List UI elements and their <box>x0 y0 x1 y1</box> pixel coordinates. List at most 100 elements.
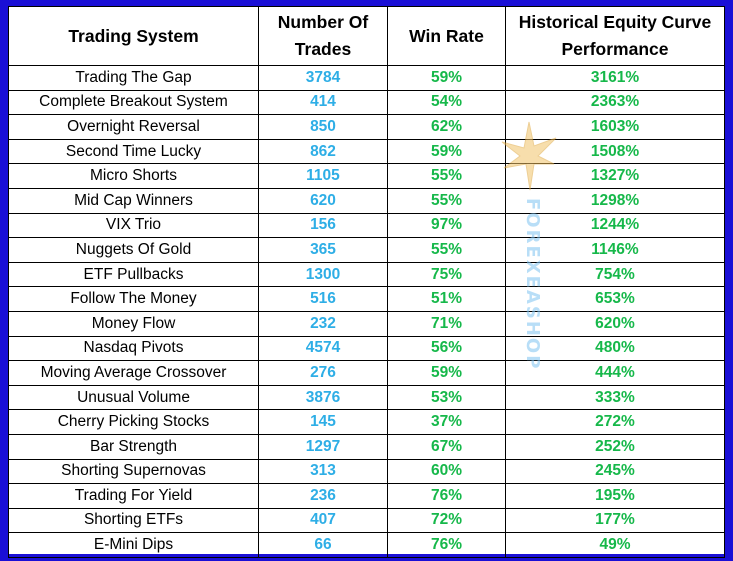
cell-trading-system: Micro Shorts <box>8 163 259 189</box>
cell-trading-system: Cherry Picking Stocks <box>8 409 259 435</box>
cell-number-of-trades: 156 <box>258 212 388 239</box>
table-frame: Trading System Number Of Trades Win Rate… <box>8 6 725 558</box>
cell-number-of-trades: 414 <box>258 89 388 116</box>
cell-equity-performance: 245% <box>505 458 725 485</box>
cell-equity-performance: 620% <box>505 310 725 337</box>
cell-trading-system: Nuggets Of Gold <box>8 237 259 263</box>
cell-equity-performance: 653% <box>505 286 725 312</box>
cell-number-of-trades: 1300 <box>258 261 388 288</box>
cell-win-rate: 71% <box>387 310 506 337</box>
cell-trading-system: Shorting ETFs <box>8 507 259 534</box>
cell-equity-performance: 1327% <box>505 163 725 189</box>
table-row: Unusual Volume 3876 53% 333% <box>8 384 725 411</box>
table-row: Money Flow 232 71% 620% <box>8 310 725 337</box>
table-row: Shorting Supernovas 313 60% 245% <box>8 458 725 485</box>
cell-number-of-trades: 1297 <box>258 433 388 460</box>
cell-trading-system: Complete Breakout System <box>8 89 259 116</box>
cell-win-rate: 55% <box>387 187 506 214</box>
cell-trading-system: Follow The Money <box>8 286 259 312</box>
cell-number-of-trades: 3876 <box>258 384 388 411</box>
cell-number-of-trades: 516 <box>258 286 388 312</box>
cell-equity-performance: 49% <box>505 532 725 558</box>
cell-number-of-trades: 276 <box>258 360 388 386</box>
cell-trading-system: Mid Cap Winners <box>8 187 259 214</box>
header-equity-performance: Historical Equity Curve Performance <box>505 6 725 66</box>
cell-trading-system: Trading For Yield <box>8 483 259 509</box>
cell-win-rate: 76% <box>387 532 506 558</box>
cell-equity-performance: 1244% <box>505 212 725 239</box>
cell-number-of-trades: 862 <box>258 138 388 165</box>
table-row: Overnight Reversal 850 62% 1603% <box>8 114 725 140</box>
cell-win-rate: 56% <box>387 335 506 362</box>
cell-win-rate: 62% <box>387 114 506 140</box>
table-row: Micro Shorts 1105 55% 1327% <box>8 163 725 189</box>
cell-trading-system: Trading The Gap <box>8 65 259 91</box>
cell-equity-performance: 754% <box>505 261 725 288</box>
header-equity-performance-line2: Performance <box>561 39 669 59</box>
cell-number-of-trades: 145 <box>258 409 388 435</box>
cell-equity-performance: 3161% <box>505 65 725 91</box>
header-number-of-trades-line2: Trades <box>294 39 352 59</box>
table-row: Follow The Money 516 51% 653% <box>8 286 725 312</box>
cell-number-of-trades: 313 <box>258 458 388 485</box>
table-row: ETF Pullbacks 1300 75% 754% <box>8 261 725 288</box>
trading-systems-table: Trading System Number Of Trades Win Rate… <box>8 6 725 558</box>
cell-number-of-trades: 3784 <box>258 65 388 91</box>
cell-trading-system: Shorting Supernovas <box>8 458 259 485</box>
cell-win-rate: 51% <box>387 286 506 312</box>
cell-win-rate: 67% <box>387 433 506 460</box>
cell-win-rate: 72% <box>387 507 506 534</box>
header-win-rate-label: Win Rate <box>409 25 484 46</box>
cell-win-rate: 76% <box>387 483 506 509</box>
table-row: Trading The Gap 3784 59% 3161% <box>8 65 725 91</box>
table-row: Trading For Yield 236 76% 195% <box>8 483 725 509</box>
cell-win-rate: 75% <box>387 261 506 288</box>
cell-win-rate: 54% <box>387 89 506 116</box>
cell-win-rate: 55% <box>387 237 506 263</box>
cell-trading-system: E-Mini Dips <box>8 532 259 558</box>
cell-win-rate: 59% <box>387 65 506 91</box>
cell-equity-performance: 272% <box>505 409 725 435</box>
cell-trading-system: Overnight Reversal <box>8 114 259 140</box>
table-row: Mid Cap Winners 620 55% 1298% <box>8 187 725 214</box>
table-row: Nasdaq Pivots 4574 56% 480% <box>8 335 725 362</box>
header-trading-system: Trading System <box>8 6 259 66</box>
cell-number-of-trades: 620 <box>258 187 388 214</box>
cell-trading-system: ETF Pullbacks <box>8 261 259 288</box>
cell-number-of-trades: 850 <box>258 114 388 140</box>
table-row: Moving Average Crossover 276 59% 444% <box>8 360 725 386</box>
table-row: E-Mini Dips 66 76% 49% <box>8 532 725 558</box>
cell-win-rate: 37% <box>387 409 506 435</box>
cell-number-of-trades: 232 <box>258 310 388 337</box>
table-row: Complete Breakout System 414 54% 2363% <box>8 89 725 116</box>
cell-number-of-trades: 407 <box>258 507 388 534</box>
cell-equity-performance: 333% <box>505 384 725 411</box>
cell-equity-performance: 177% <box>505 507 725 534</box>
cell-equity-performance: 480% <box>505 335 725 362</box>
cell-number-of-trades: 365 <box>258 237 388 263</box>
cell-win-rate: 53% <box>387 384 506 411</box>
cell-win-rate: 60% <box>387 458 506 485</box>
header-trading-system-label: Trading System <box>68 25 199 46</box>
cell-equity-performance: 1603% <box>505 114 725 140</box>
table-row: Bar Strength 1297 67% 252% <box>8 433 725 460</box>
header-win-rate: Win Rate <box>387 6 506 66</box>
cell-trading-system: Second Time Lucky <box>8 138 259 165</box>
cell-equity-performance: 444% <box>505 360 725 386</box>
cell-equity-performance: 1508% <box>505 138 725 165</box>
cell-equity-performance: 1146% <box>505 237 725 263</box>
cell-trading-system: VIX Trio <box>8 212 259 239</box>
cell-win-rate: 55% <box>387 163 506 189</box>
table-row: Shorting ETFs 407 72% 177% <box>8 507 725 534</box>
cell-trading-system: Nasdaq Pivots <box>8 335 259 362</box>
cell-equity-performance: 2363% <box>505 89 725 116</box>
cell-number-of-trades: 236 <box>258 483 388 509</box>
table-row: Second Time Lucky 862 59% 1508% <box>8 138 725 165</box>
table-row: Cherry Picking Stocks 145 37% 272% <box>8 409 725 435</box>
header-number-of-trades: Number Of Trades <box>258 6 388 66</box>
table-row: Nuggets Of Gold 365 55% 1146% <box>8 237 725 263</box>
cell-trading-system: Bar Strength <box>8 433 259 460</box>
cell-win-rate: 59% <box>387 360 506 386</box>
cell-number-of-trades: 66 <box>258 532 388 558</box>
cell-trading-system: Money Flow <box>8 310 259 337</box>
